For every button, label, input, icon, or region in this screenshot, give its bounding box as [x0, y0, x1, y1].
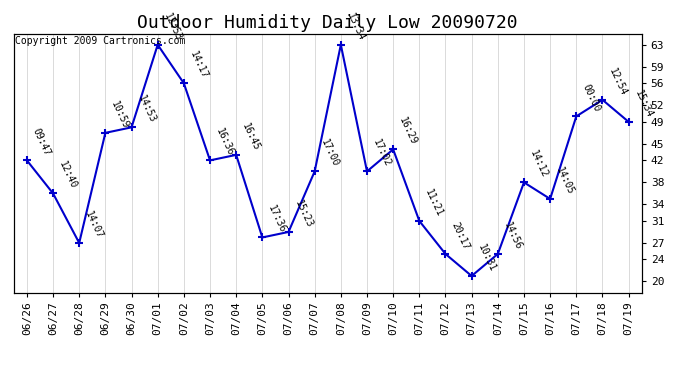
Text: 00:00: 00:00 — [580, 83, 602, 114]
Text: 17:02: 17:02 — [371, 138, 393, 169]
Title: Outdoor Humidity Daily Low 20090720: Outdoor Humidity Daily Low 20090720 — [137, 14, 518, 32]
Text: 12:54: 12:54 — [607, 66, 628, 97]
Text: 15:34: 15:34 — [633, 88, 654, 119]
Text: 10:31: 10:31 — [476, 242, 497, 273]
Text: 15:23: 15:23 — [293, 198, 314, 229]
Text: 16:29: 16:29 — [397, 116, 419, 147]
Text: 14:17: 14:17 — [188, 50, 210, 81]
Text: 14:12: 14:12 — [528, 149, 550, 180]
Text: 16:36: 16:36 — [214, 127, 236, 158]
Text: 14:56: 14:56 — [502, 220, 524, 251]
Text: 16:45: 16:45 — [240, 121, 262, 152]
Text: 11:21: 11:21 — [424, 187, 445, 218]
Text: 17:00: 17:00 — [319, 138, 340, 169]
Text: 13:34: 13:34 — [345, 11, 366, 42]
Text: 14:53: 14:53 — [136, 94, 157, 124]
Text: 10:59: 10:59 — [110, 99, 131, 130]
Text: 20:17: 20:17 — [450, 220, 471, 251]
Text: 12:53: 12:53 — [162, 11, 184, 42]
Text: 14:05: 14:05 — [554, 165, 575, 196]
Text: 17:36: 17:36 — [266, 204, 288, 235]
Text: 09:47: 09:47 — [31, 127, 52, 158]
Text: 12:40: 12:40 — [57, 160, 79, 190]
Text: 14:07: 14:07 — [83, 209, 105, 240]
Text: Copyright 2009 Cartronics.com: Copyright 2009 Cartronics.com — [15, 36, 186, 46]
